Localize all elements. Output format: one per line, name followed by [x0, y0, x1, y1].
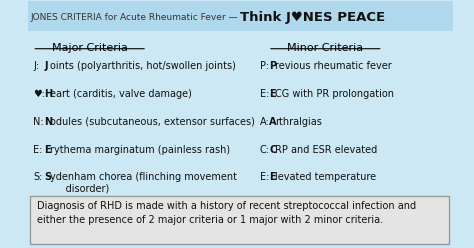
Text: Diagnosis of RHD is made with a history of recent streptococcal infection and
ei: Diagnosis of RHD is made with a history …	[37, 201, 417, 225]
Text: C:: C:	[260, 145, 270, 155]
Text: E:: E:	[260, 172, 269, 182]
Text: N: N	[44, 117, 52, 127]
FancyBboxPatch shape	[28, 1, 453, 31]
Text: levated temperature: levated temperature	[275, 172, 376, 182]
Text: S:: S:	[33, 172, 43, 182]
Text: A:: A:	[260, 117, 269, 127]
Text: CG with PR prolongation: CG with PR prolongation	[275, 89, 394, 99]
FancyBboxPatch shape	[30, 196, 448, 244]
Text: E:: E:	[260, 89, 269, 99]
Text: JONES CRITERIA for Acute Rheumatic Fever —: JONES CRITERIA for Acute Rheumatic Fever…	[30, 13, 240, 22]
Text: Major Criteria: Major Criteria	[52, 43, 128, 53]
Text: RP and ESR elevated: RP and ESR elevated	[275, 145, 377, 155]
Text: S: S	[44, 172, 51, 182]
Text: P:: P:	[260, 62, 269, 71]
Text: N:: N:	[33, 117, 44, 127]
Text: J: J	[44, 62, 48, 71]
Text: C: C	[269, 145, 276, 155]
Text: oints (polyarthritis, hot/swollen joints): oints (polyarthritis, hot/swollen joints…	[50, 62, 236, 71]
Text: ydenham chorea (flinching movement
     disorder): ydenham chorea (flinching movement disor…	[50, 172, 237, 194]
Text: E: E	[269, 89, 276, 99]
Text: H: H	[44, 89, 52, 99]
Text: E: E	[269, 172, 276, 182]
Text: P: P	[269, 62, 276, 71]
Text: A: A	[269, 117, 277, 127]
Text: Think J♥NES PEACE: Think J♥NES PEACE	[240, 11, 385, 24]
Text: Minor Criteria: Minor Criteria	[287, 43, 364, 53]
Text: odules (subcutaneous, extensor surfaces): odules (subcutaneous, extensor surfaces)	[50, 117, 255, 127]
Text: E:: E:	[33, 145, 43, 155]
Text: E: E	[44, 145, 51, 155]
Text: eart (carditis, valve damage): eart (carditis, valve damage)	[50, 89, 191, 99]
Text: revious rheumatic fever: revious rheumatic fever	[275, 62, 392, 71]
Text: rythema marginatum (painless rash): rythema marginatum (painless rash)	[50, 145, 230, 155]
Text: ♥:: ♥:	[33, 89, 45, 99]
Text: rthralgias: rthralgias	[275, 117, 322, 127]
Text: J:: J:	[33, 62, 39, 71]
